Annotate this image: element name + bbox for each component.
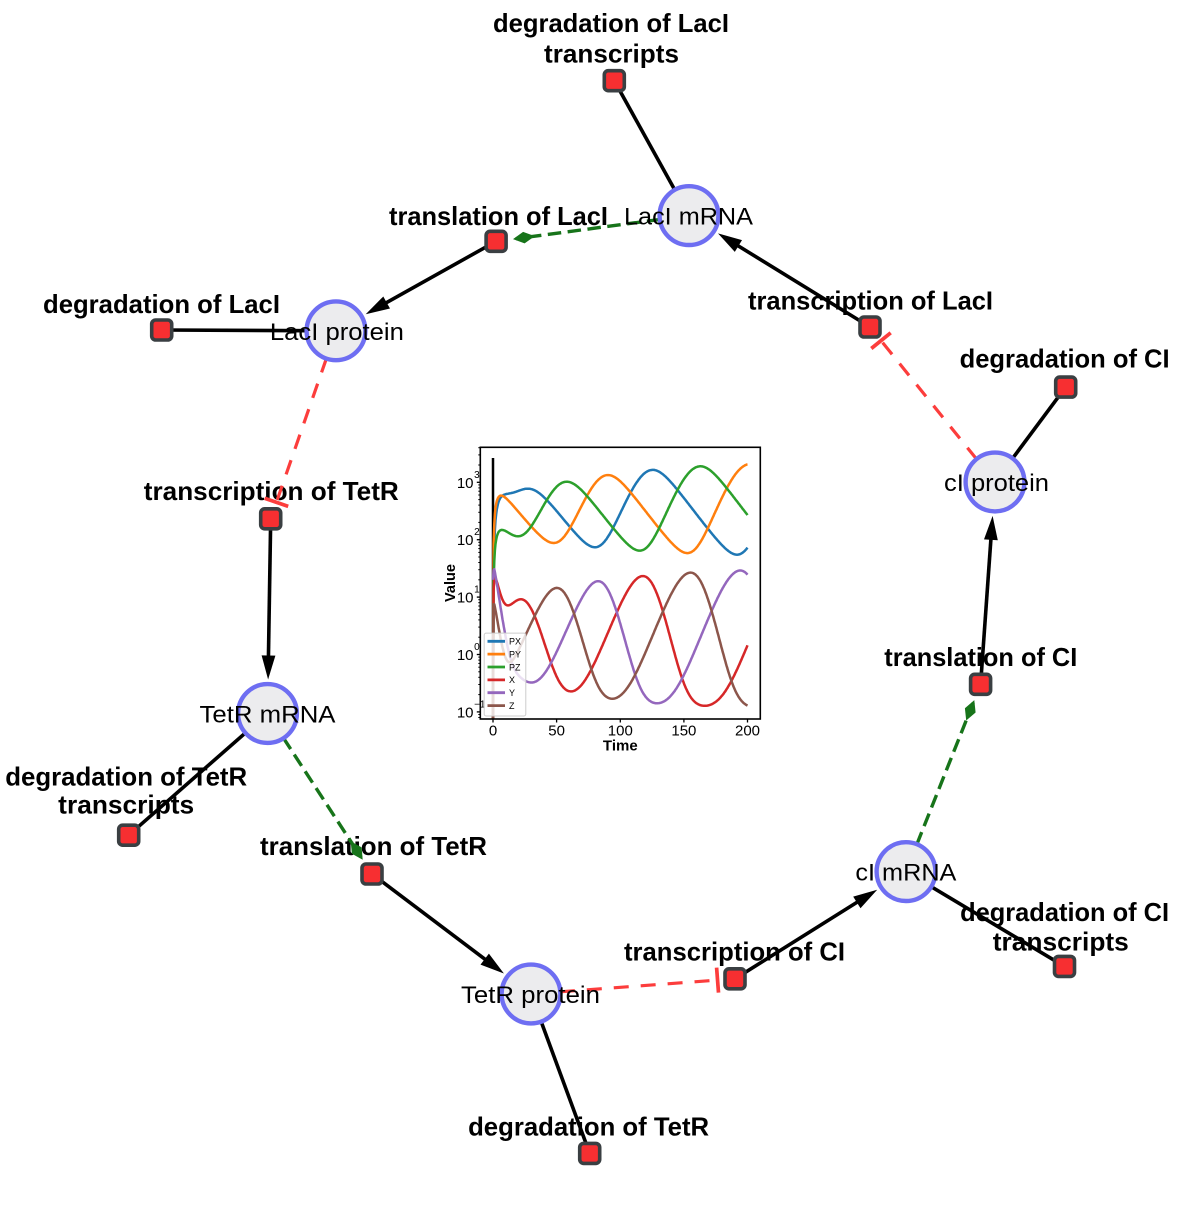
svg-text:degradation of LacI: degradation of LacI — [43, 289, 280, 319]
svg-text:degradation of TetR: degradation of TetR — [5, 762, 247, 792]
svg-text:transcription of LacI: transcription of LacI — [748, 286, 993, 316]
svg-text:transcripts: transcripts — [58, 789, 194, 819]
svg-text:TetR mRNA: TetR mRNA — [200, 702, 337, 729]
svg-text:degradation of CI: degradation of CI — [960, 897, 1169, 927]
svg-text:LacI protein: LacI protein — [270, 319, 404, 346]
svg-text:transcripts: transcripts — [544, 39, 679, 69]
svg-text:Z: Z — [509, 701, 515, 711]
svg-text:Time: Time — [603, 738, 638, 755]
svg-text:150: 150 — [671, 723, 696, 740]
svg-text:10: 10 — [457, 475, 474, 492]
svg-text:PX: PX — [509, 637, 521, 647]
svg-text:LacI mRNA: LacI mRNA — [624, 204, 754, 231]
svg-text:Value: Value — [443, 564, 459, 602]
svg-text:PZ: PZ — [509, 662, 521, 672]
svg-text:translation of TetR: translation of TetR — [260, 831, 487, 861]
svg-text:transcription of CI: transcription of CI — [624, 937, 845, 967]
svg-text:10: 10 — [457, 590, 474, 607]
svg-text:Y: Y — [509, 688, 515, 698]
svg-text:100: 100 — [608, 723, 633, 740]
svg-text:cI mRNA: cI mRNA — [855, 860, 957, 887]
svg-text:1: 1 — [474, 585, 480, 596]
svg-text:10: 10 — [457, 647, 474, 664]
svg-text:10: 10 — [457, 532, 474, 549]
svg-text:translation of LacI: translation of LacI — [389, 201, 608, 231]
svg-text:transcripts: transcripts — [993, 926, 1129, 956]
svg-text:200: 200 — [735, 723, 760, 740]
svg-text:degradation of CI: degradation of CI — [960, 343, 1170, 373]
svg-text:−1: −1 — [474, 699, 486, 710]
svg-text:0: 0 — [474, 642, 480, 653]
svg-text:degradation of LacI: degradation of LacI — [493, 8, 729, 38]
svg-text:TetR protein: TetR protein — [461, 982, 600, 1009]
svg-text:cI protein: cI protein — [944, 470, 1049, 497]
svg-text:degradation of TetR: degradation of TetR — [468, 1111, 709, 1141]
svg-text:X: X — [509, 675, 515, 685]
svg-text:0: 0 — [489, 723, 497, 740]
svg-text:PY: PY — [509, 650, 521, 660]
svg-text:10: 10 — [457, 704, 474, 721]
svg-text:50: 50 — [548, 723, 565, 740]
svg-text:3: 3 — [474, 470, 480, 481]
svg-text:2: 2 — [474, 527, 480, 538]
